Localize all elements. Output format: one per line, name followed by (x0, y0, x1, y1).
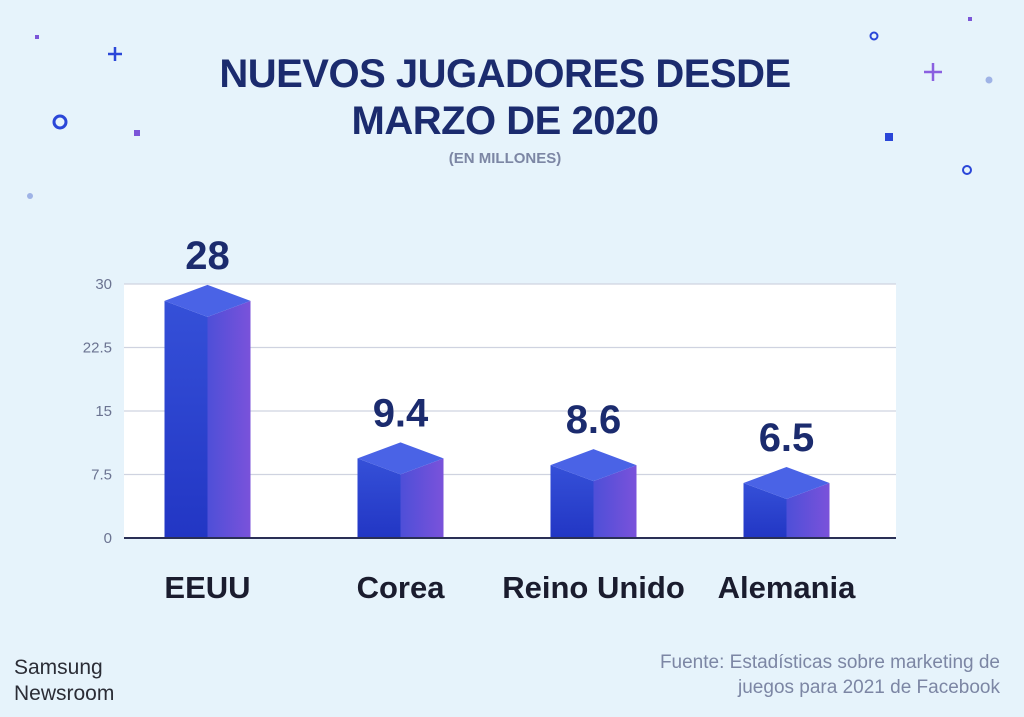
bar-face-side (786, 482, 830, 538)
logo-line-2: Newsroom (14, 682, 115, 705)
source-line-1: Fuente: Estadísticas sobre marketing de (659, 652, 1000, 673)
decor-plus (108, 47, 122, 61)
decor-dot (35, 35, 39, 39)
decor-ring (962, 165, 972, 175)
bar-face-top (164, 284, 251, 317)
samsung-newsroom-logo: Samsung Newsroom (14, 655, 114, 707)
value-label: 28 (185, 234, 230, 278)
bar-face-front (357, 458, 401, 538)
value-labels: 28 9.4 8.6 6.5 (185, 234, 814, 460)
y-tick-label: 0 (104, 530, 112, 547)
decor-square (885, 133, 893, 141)
y-tick-label: 22.5 (83, 340, 112, 357)
category-label: Corea (357, 570, 446, 605)
decor-square (134, 130, 140, 136)
category-label: EEUU (164, 570, 250, 605)
y-axis-ticks: 0 7.5 15 22.5 30 (83, 276, 112, 547)
chart-subtitle: (EN MILLONES) (448, 150, 562, 167)
bar-face-front (164, 300, 208, 538)
bar-face-top (550, 449, 637, 482)
decor-dot (985, 76, 993, 84)
value-label: 6.5 (759, 416, 815, 460)
bar-face-front (743, 482, 787, 538)
category-label: Alemania (718, 570, 857, 605)
logo-line-1: Samsung (14, 656, 103, 679)
value-label: 8.6 (566, 398, 622, 442)
bar-face-front (550, 465, 594, 538)
chart-title-line-1: NUEVOS JUGADORES DESDE (219, 52, 791, 96)
decor-dot (27, 193, 33, 199)
bar-face-side (400, 458, 444, 538)
bar-Reino Unido (550, 449, 637, 538)
bar-Alemania (743, 466, 830, 538)
source-note: Fuente: Estadísticas sobre marketing de … (660, 650, 1000, 700)
source-line-2: juegos para 2021 de Facebook (738, 677, 1000, 698)
bar-EEUU (164, 284, 251, 538)
bar-face-top (357, 442, 444, 475)
bar-face-side (207, 300, 251, 538)
decorations (27, 17, 993, 199)
category-label: Reino Unido (502, 570, 685, 605)
y-tick-label: 30 (95, 276, 112, 293)
decor-dot (968, 17, 972, 21)
chart-title-line-2: MARZO DE 2020 (351, 99, 659, 143)
y-tick-label: 7.5 (91, 467, 112, 484)
bars (164, 284, 830, 538)
bar-face-top (743, 466, 830, 499)
bar-face-side (593, 465, 637, 538)
y-tick-label: 15 (95, 403, 112, 420)
category-labels: EEUU Corea Reino Unido Alemania (164, 570, 856, 605)
value-label: 9.4 (373, 391, 429, 435)
decor-ring (869, 31, 879, 41)
decor-plus (924, 63, 942, 81)
decor-ring (52, 114, 68, 130)
bar-Corea (357, 442, 444, 538)
